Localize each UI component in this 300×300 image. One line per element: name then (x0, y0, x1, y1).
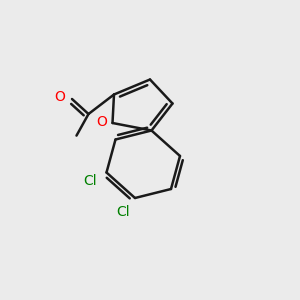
Text: Cl: Cl (116, 205, 130, 218)
Text: O: O (96, 115, 107, 128)
Text: Cl: Cl (83, 174, 97, 188)
Text: O: O (55, 90, 65, 104)
